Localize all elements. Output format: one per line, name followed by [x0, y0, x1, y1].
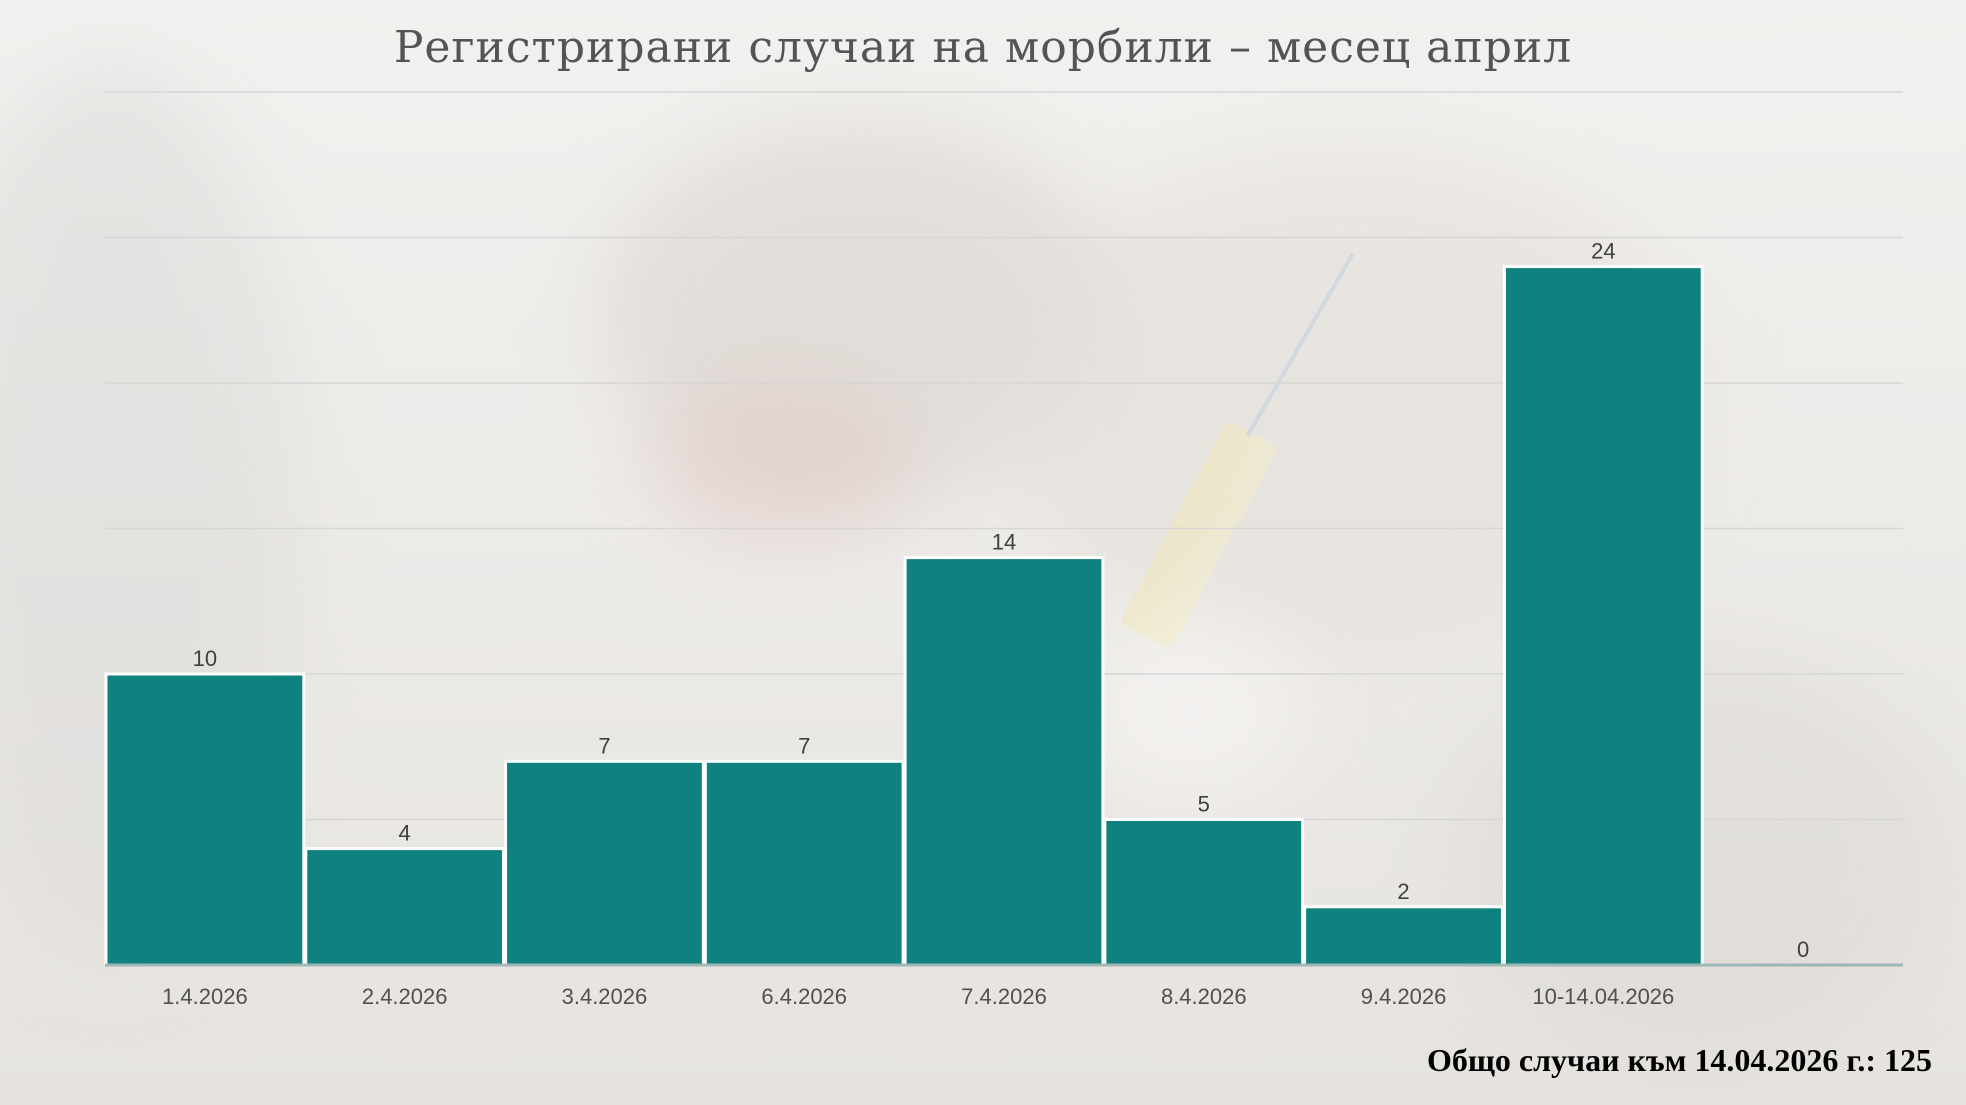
data-label: 4	[399, 821, 411, 846]
data-label: 7	[598, 733, 610, 758]
x-tick-label: 2.4.2026	[362, 984, 448, 1009]
bar	[1303, 905, 1504, 967]
data-label: 24	[1591, 239, 1615, 264]
data-label: 5	[1198, 792, 1210, 817]
bg-blur-mouth	[650, 380, 910, 540]
bar	[104, 672, 306, 967]
x-tick-label: 6.4.2026	[761, 984, 847, 1009]
data-label: 0	[1797, 937, 1809, 962]
x-tick-label: 3.4.2026	[562, 984, 648, 1009]
bar	[1502, 265, 1704, 967]
x-tick-label: 9.4.2026	[1361, 984, 1447, 1009]
x-tick-label: 8.4.2026	[1161, 984, 1247, 1009]
bar	[1103, 818, 1305, 967]
x-tick-label: 10-14.04.2026	[1532, 984, 1674, 1009]
data-label: 7	[798, 733, 810, 758]
data-label: 14	[992, 530, 1016, 555]
bar	[504, 759, 705, 967]
data-label: 2	[1397, 879, 1409, 904]
bar	[903, 556, 1105, 967]
bar	[304, 847, 506, 967]
data-label: 10	[193, 646, 217, 671]
bar	[703, 759, 905, 967]
x-tick-label: 7.4.2026	[961, 984, 1047, 1009]
x-tick-label: 1.4.2026	[162, 984, 248, 1009]
chart-title: Регистрирани случаи на морбили – месец а…	[393, 22, 1573, 73]
bg-blur-glove	[1080, 620, 1300, 800]
total-cases-note: Общо случаи към 14.04.2026 г.: 125	[1426, 1042, 1932, 1078]
